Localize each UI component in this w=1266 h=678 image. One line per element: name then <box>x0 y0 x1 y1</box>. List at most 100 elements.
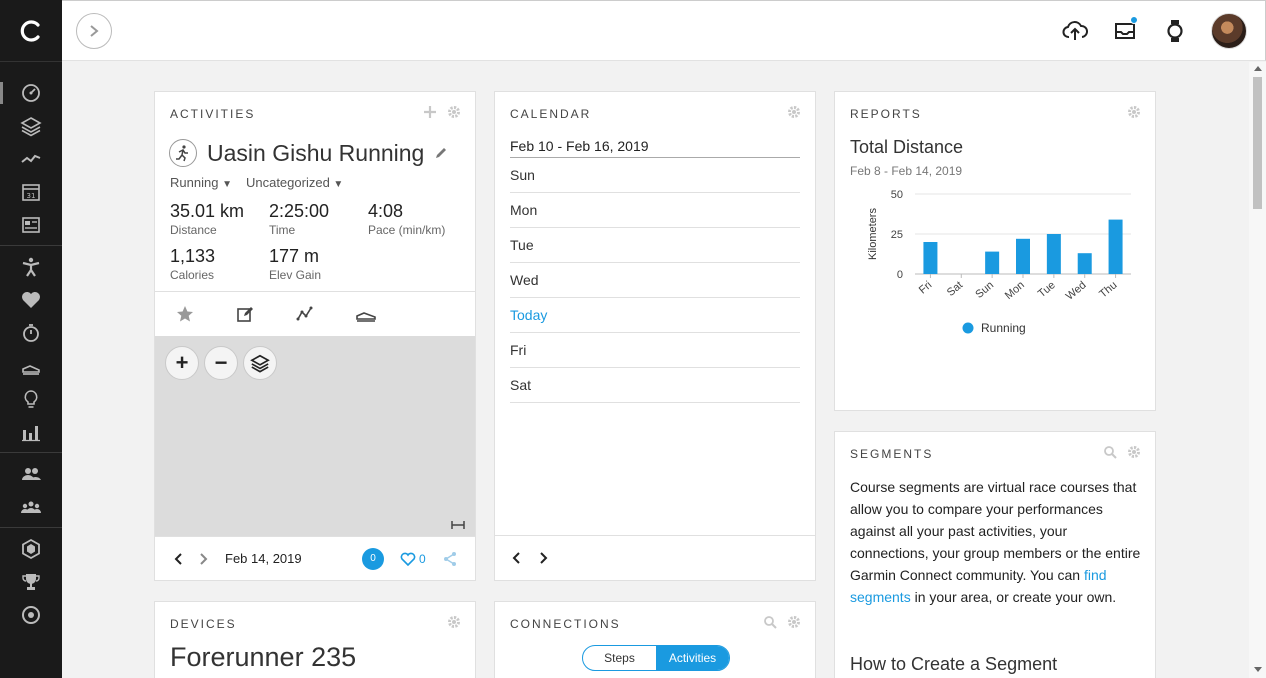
device-name[interactable]: Forerunner 235 <box>170 642 357 672</box>
garmin-connect-logo-icon[interactable] <box>0 0 62 62</box>
chart-bar-mon[interactable] <box>1016 238 1030 274</box>
health-heart-icon[interactable] <box>0 283 62 316</box>
chart-bar-tue[interactable] <box>1046 234 1061 274</box>
chart-bar-thu[interactable] <box>1108 219 1123 274</box>
expand-sidebar-button[interactable] <box>76 13 112 49</box>
chart-x-tick-label: Mon <box>1003 279 1027 302</box>
segments-subheading: How to Create a Segment <box>850 654 1058 674</box>
settings-gear-icon[interactable] <box>787 615 801 629</box>
card-title: DEVICES <box>170 617 237 631</box>
chart-x-tick-label: Tue <box>1036 279 1058 300</box>
comments-badge[interactable]: 0 <box>362 547 384 570</box>
user-avatar[interactable] <box>1211 13 1247 49</box>
card-title: ACTIVITIES <box>170 107 256 121</box>
chart-y-axis-label: Kilometers <box>867 208 879 260</box>
stat-calories: 1,133 Calories <box>170 246 216 282</box>
chart-bar-sun[interactable] <box>985 251 1000 274</box>
toggle-activities[interactable]: Activities <box>656 646 729 670</box>
settings-gear-icon[interactable] <box>1127 445 1141 459</box>
scroll-thumb[interactable] <box>1253 77 1262 209</box>
chart-x-tick-label: Thu <box>1097 279 1119 300</box>
card-title: REPORTS <box>850 107 922 121</box>
chart-x-tick-label: Wed <box>1064 279 1089 303</box>
calendar-day-mon[interactable]: Mon <box>510 193 800 228</box>
calendar-day-fri[interactable]: Fri <box>510 333 800 368</box>
chart-legend-marker <box>962 322 974 334</box>
total-distance-chart[interactable]: 0 25 50 Fri Sat Sun Mon Tue Wed Thu Kilometers Ru… <box>835 180 1155 350</box>
calendar-date-range[interactable]: Feb 10 - Feb 16, 2019 <box>510 138 800 158</box>
activity-type-dropdown[interactable]: Running ▼ <box>170 175 232 190</box>
map-scale-icon <box>451 521 465 529</box>
next-week-icon[interactable] <box>539 551 549 565</box>
search-icon[interactable] <box>1103 445 1117 459</box>
search-icon[interactable] <box>763 615 777 629</box>
chart-x-tick-label: Sun <box>973 279 996 301</box>
chart-x-tick-label: Sat <box>945 279 965 299</box>
chart-bar-fri[interactable] <box>923 242 938 274</box>
badges-hexagon-icon[interactable] <box>0 532 62 565</box>
trophy-icon[interactable] <box>0 565 62 598</box>
next-activity-icon[interactable] <box>199 552 209 566</box>
connections-icon[interactable] <box>0 457 62 490</box>
settings-gear-icon[interactable] <box>447 615 461 629</box>
card-title: CONNECTIONS <box>510 617 621 631</box>
goals-target-icon[interactable] <box>0 598 62 631</box>
toggle-steps[interactable]: Steps <box>604 651 635 665</box>
edit-note-icon[interactable] <box>235 304 255 324</box>
map-layers-button[interactable] <box>243 346 277 380</box>
chart-bar-wed[interactable] <box>1077 253 1092 274</box>
share-icon[interactable] <box>442 551 458 567</box>
calendar-icon[interactable]: 31 <box>0 175 62 208</box>
devices-card: DEVICES Forerunner 235 <box>154 601 476 678</box>
chart-legend-label[interactable]: Running <box>981 321 1026 335</box>
reports-news-icon[interactable] <box>0 208 62 241</box>
card-title: CALENDAR <box>510 107 592 121</box>
scroll-up-arrow-icon[interactable] <box>1254 66 1262 71</box>
chart-line-icon[interactable] <box>295 304 315 324</box>
chart-y-tick-label: 25 <box>891 229 903 241</box>
scroll-down-arrow-icon[interactable] <box>1254 667 1262 672</box>
activity-category-dropdown[interactable]: Uncategorized ▼ <box>245 175 344 190</box>
chart-title: Total Distance <box>850 137 964 157</box>
find-segments-link[interactable]: find segments <box>850 567 1107 605</box>
calendar-day-sun[interactable]: Sun <box>510 158 800 193</box>
gear-shoe-icon[interactable] <box>355 304 377 324</box>
edit-pencil-icon[interactable] <box>434 146 448 160</box>
inbox-icon[interactable] <box>1111 12 1139 50</box>
activity-date: Feb 14, 2019 <box>225 551 302 566</box>
groups-icon[interactable] <box>0 490 62 523</box>
sidebar: 31 <box>0 0 62 678</box>
settings-gear-icon[interactable] <box>447 105 461 119</box>
like-button[interactable]: 0 <box>400 552 426 566</box>
stopwatch-icon[interactable] <box>0 316 62 349</box>
page-scrollbar[interactable] <box>1249 62 1266 678</box>
zoom-in-button[interactable]: + <box>165 346 199 380</box>
dashboard-gauge-icon[interactable] <box>0 76 62 109</box>
calendar-day-sat[interactable]: Sat <box>510 368 800 403</box>
watch-device-icon[interactable] <box>1161 12 1189 50</box>
insights-bulb-icon[interactable] <box>0 382 62 415</box>
favorite-star-icon[interactable] <box>175 304 195 324</box>
challenges-person-icon[interactable] <box>0 250 62 283</box>
previous-activity-icon[interactable] <box>173 552 183 566</box>
performance-bars-icon[interactable] <box>0 415 62 448</box>
calendar-day-tue[interactable]: Tue <box>510 228 800 263</box>
insights-wave-icon[interactable] <box>0 142 62 175</box>
previous-week-icon[interactable] <box>511 551 521 565</box>
upload-cloud-icon[interactable] <box>1061 12 1089 50</box>
calendar-day-wed[interactable]: Wed <box>510 263 800 298</box>
activities-layers-icon[interactable] <box>0 109 62 142</box>
chart-x-tick-label: Fri <box>917 279 935 296</box>
activity-map[interactable]: + − <box>155 336 475 536</box>
calendar-day-list: Sun Mon Tue Wed Today Fri Sat <box>510 158 800 403</box>
calendar-card: CALENDAR Feb 10 - Feb 16, 2019 Sun Mon T… <box>494 91 816 581</box>
settings-gear-icon[interactable] <box>787 105 801 119</box>
add-icon[interactable] <box>423 105 437 119</box>
settings-gear-icon[interactable] <box>1127 105 1141 119</box>
calendar-day-today[interactable]: Today <box>510 298 800 333</box>
layers-icon <box>250 354 270 373</box>
gear-shoe-icon[interactable] <box>0 349 62 382</box>
connections-card: CONNECTIONS Steps Activities <box>494 601 816 678</box>
activity-name[interactable]: Uasin Gishu Running <box>207 139 425 166</box>
zoom-out-button[interactable]: − <box>204 346 238 380</box>
